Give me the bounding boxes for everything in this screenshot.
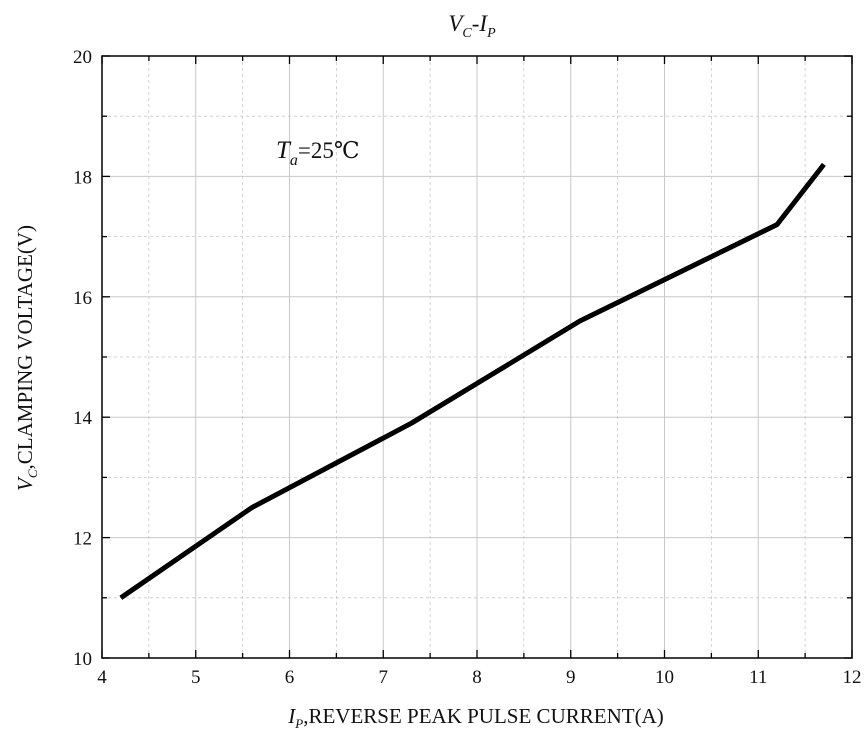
x-tick-label: 7 [379, 667, 389, 688]
x-tick-label: 4 [97, 667, 107, 688]
series-line [119, 162, 826, 600]
chart-title-v-sub: C [462, 26, 472, 41]
x-tick-label: 8 [472, 667, 482, 688]
chart-title-i: I [478, 11, 488, 36]
x-axis-title-symbol: I [287, 704, 296, 728]
y-axis-title-sub: C [25, 469, 40, 478]
x-tick-label: 11 [749, 667, 767, 688]
annotation-temperature: Ta=25℃ [276, 137, 360, 169]
grid [102, 56, 852, 658]
y-tick-label: 16 [73, 288, 92, 309]
x-tick-label: 5 [191, 667, 201, 688]
y-axis-title: VC,CLAMPING VOLTAGE(V) [13, 225, 40, 491]
x-axis-title: IP,REVERSE PEAK PULSE CURRENT(A) [287, 704, 663, 731]
chart-title: VC-IP [448, 11, 496, 41]
y-tick-label: 12 [73, 529, 92, 550]
y-tick-labels: 10 12 14 16 18 20 [73, 47, 93, 670]
annotation-symbol: T [276, 137, 292, 164]
annotation-sub: a [290, 152, 298, 169]
x-tick-label: 9 [566, 667, 576, 688]
plot-frame [101, 55, 853, 659]
y-axis-title-symbol: V [13, 476, 37, 491]
chart-title-dash: - [472, 11, 480, 36]
chart-title-i-sub: P [486, 26, 496, 41]
y-axis-title-text: ,CLAMPING VOLTAGE(V) [13, 225, 37, 469]
x-tick-label: 6 [285, 667, 295, 688]
x-axis-title-sub: P [294, 716, 303, 731]
x-tick-label: 12 [843, 667, 862, 688]
y-tick-label: 14 [73, 408, 93, 429]
y-tick-label: 20 [73, 47, 92, 68]
y-tick-label: 10 [73, 649, 92, 670]
series-layer [119, 162, 826, 600]
y-tick-label: 18 [73, 167, 92, 188]
chart-title-v: V [448, 11, 465, 36]
x-tick-label: 10 [655, 667, 674, 688]
annotation-value: =25℃ [298, 138, 360, 163]
x-tick-labels: 4 5 6 7 8 9 10 11 12 [97, 667, 861, 688]
x-axis-title-text: ,REVERSE PEAK PULSE CURRENT(A) [303, 704, 664, 728]
